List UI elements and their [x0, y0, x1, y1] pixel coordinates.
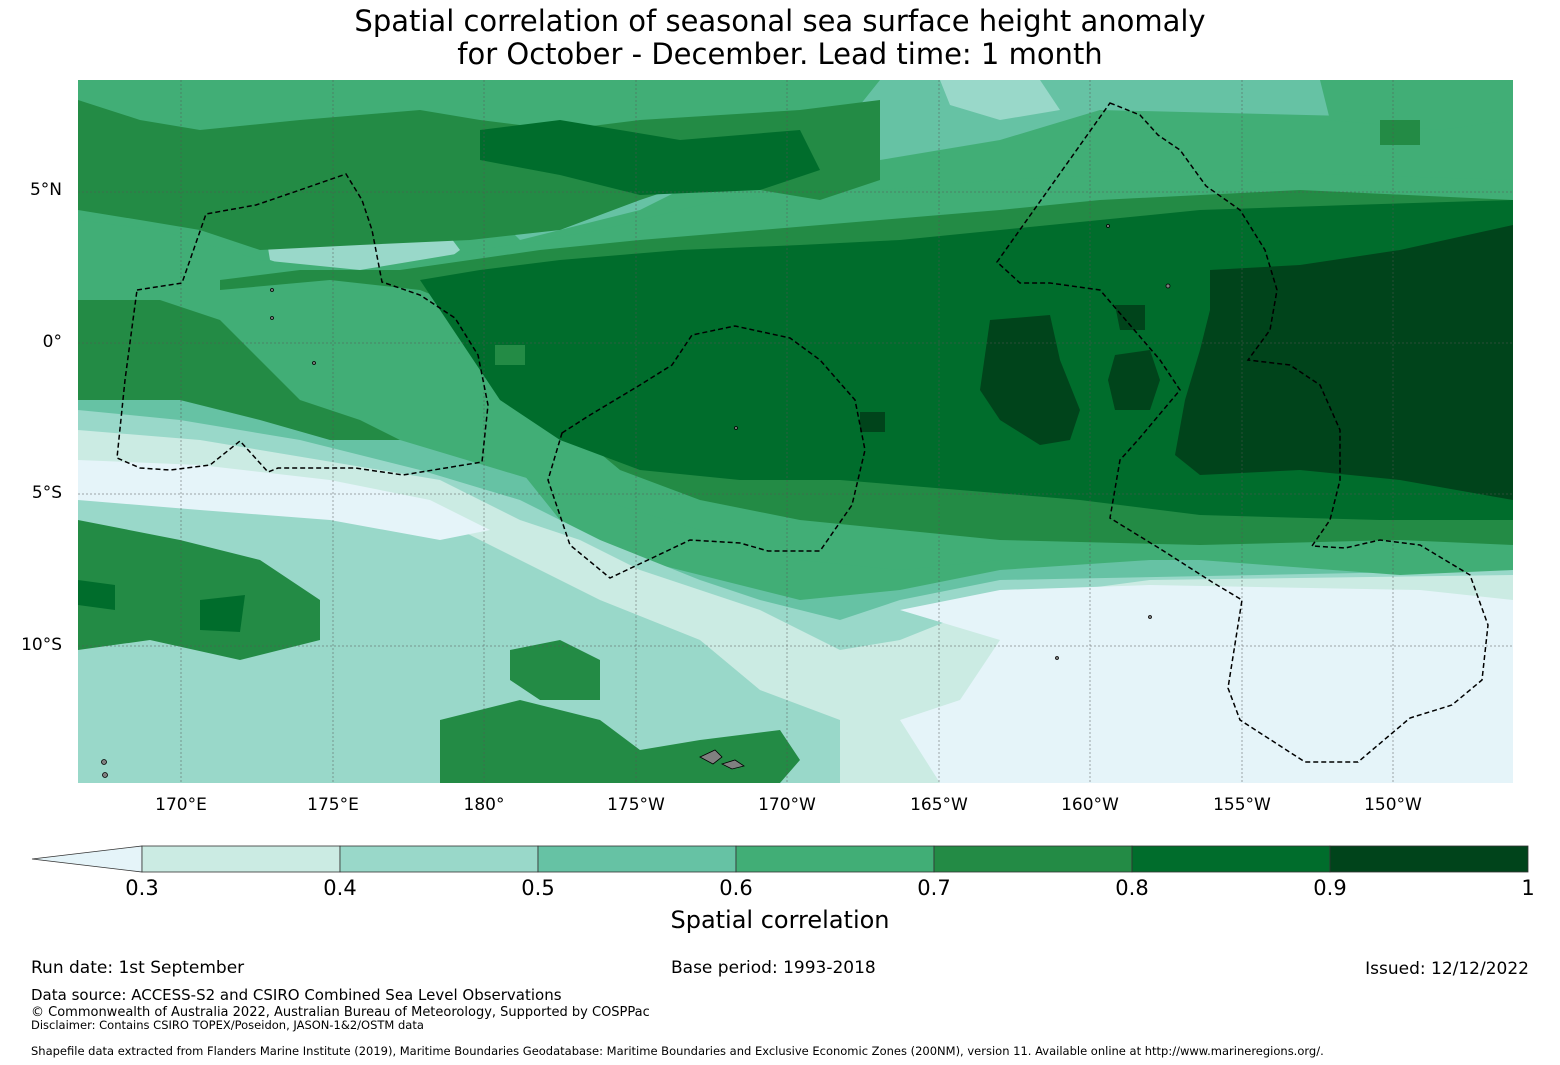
colorbar-tick: 1 [1521, 876, 1535, 900]
colorbar-tick: 0.5 [521, 876, 555, 900]
correlation-field [78, 80, 1513, 783]
samoa-island [699, 749, 723, 765]
colorbar-bin-0.6 [735, 845, 935, 873]
base-period: Base period: 1993-2018 [671, 958, 876, 978]
lat-label: 5°S [31, 483, 62, 503]
disclaimer: Disclaimer: Contains CSIRO TOPEX/Poseido… [31, 1018, 424, 1032]
colorbar-tick: 0.9 [1313, 876, 1347, 900]
lon-label: 165°W [910, 795, 968, 815]
colorbar-bin-0.4 [339, 845, 539, 873]
islands [101, 224, 1171, 778]
lon-label: 175°W [607, 795, 665, 815]
shapefile-credit: Shapefile data extracted from Flanders M… [31, 1044, 1324, 1058]
colorbar-bin-0.8 [1131, 845, 1331, 873]
colorbar-extend-arrow [31, 845, 143, 873]
colorbar-tick: 0.8 [1115, 876, 1149, 900]
lon-label: 155°W [1213, 795, 1271, 815]
copyright: © Commonwealth of Australia 2022, Austra… [31, 1005, 650, 1020]
title-line-2: for October - December. Lead time: 1 mon… [457, 37, 1103, 71]
colorbar-tick: 0.7 [917, 876, 951, 900]
issued-date: Issued: 12/12/2022 [1365, 959, 1529, 979]
lon-label: 175°E [307, 795, 359, 815]
colorbar-bin-0.3 [141, 845, 341, 873]
colorbar [31, 845, 1529, 873]
lon-label: 170°E [155, 795, 207, 815]
eez-line-islands [996, 102, 1489, 763]
eez-phoenix [547, 325, 866, 579]
colorbar-bin-0.5 [537, 845, 737, 873]
lat-label: 5°N [29, 180, 62, 200]
lat-label: 0° [42, 332, 62, 352]
lat-label: 10°S [21, 635, 62, 655]
title-line-1: Spatial correlation of seasonal sea surf… [354, 4, 1206, 38]
colorbar-bin-0.9 [1329, 845, 1529, 873]
lon-label: 170°W [758, 795, 816, 815]
lon-label: 180° [463, 795, 505, 815]
data-source: Data source: ACCESS-S2 and CSIRO Combine… [31, 986, 562, 1004]
lon-label: 150°W [1364, 795, 1422, 815]
eez-kiribati-gilbert [116, 173, 489, 476]
colorbar-title: Spatial correlation [670, 906, 890, 934]
eez-boundaries [116, 102, 1489, 763]
graticule [78, 80, 1513, 783]
lon-label: 160°W [1061, 795, 1119, 815]
colorbar-tick: 0.3 [125, 876, 159, 900]
colorbar-tick: 0.6 [719, 876, 753, 900]
samoa-island [720, 759, 745, 770]
colorbar-tick: 0.4 [323, 876, 357, 900]
colorbar-bin-0.7 [933, 845, 1133, 873]
run-date: Run date: 1st September [31, 958, 245, 978]
